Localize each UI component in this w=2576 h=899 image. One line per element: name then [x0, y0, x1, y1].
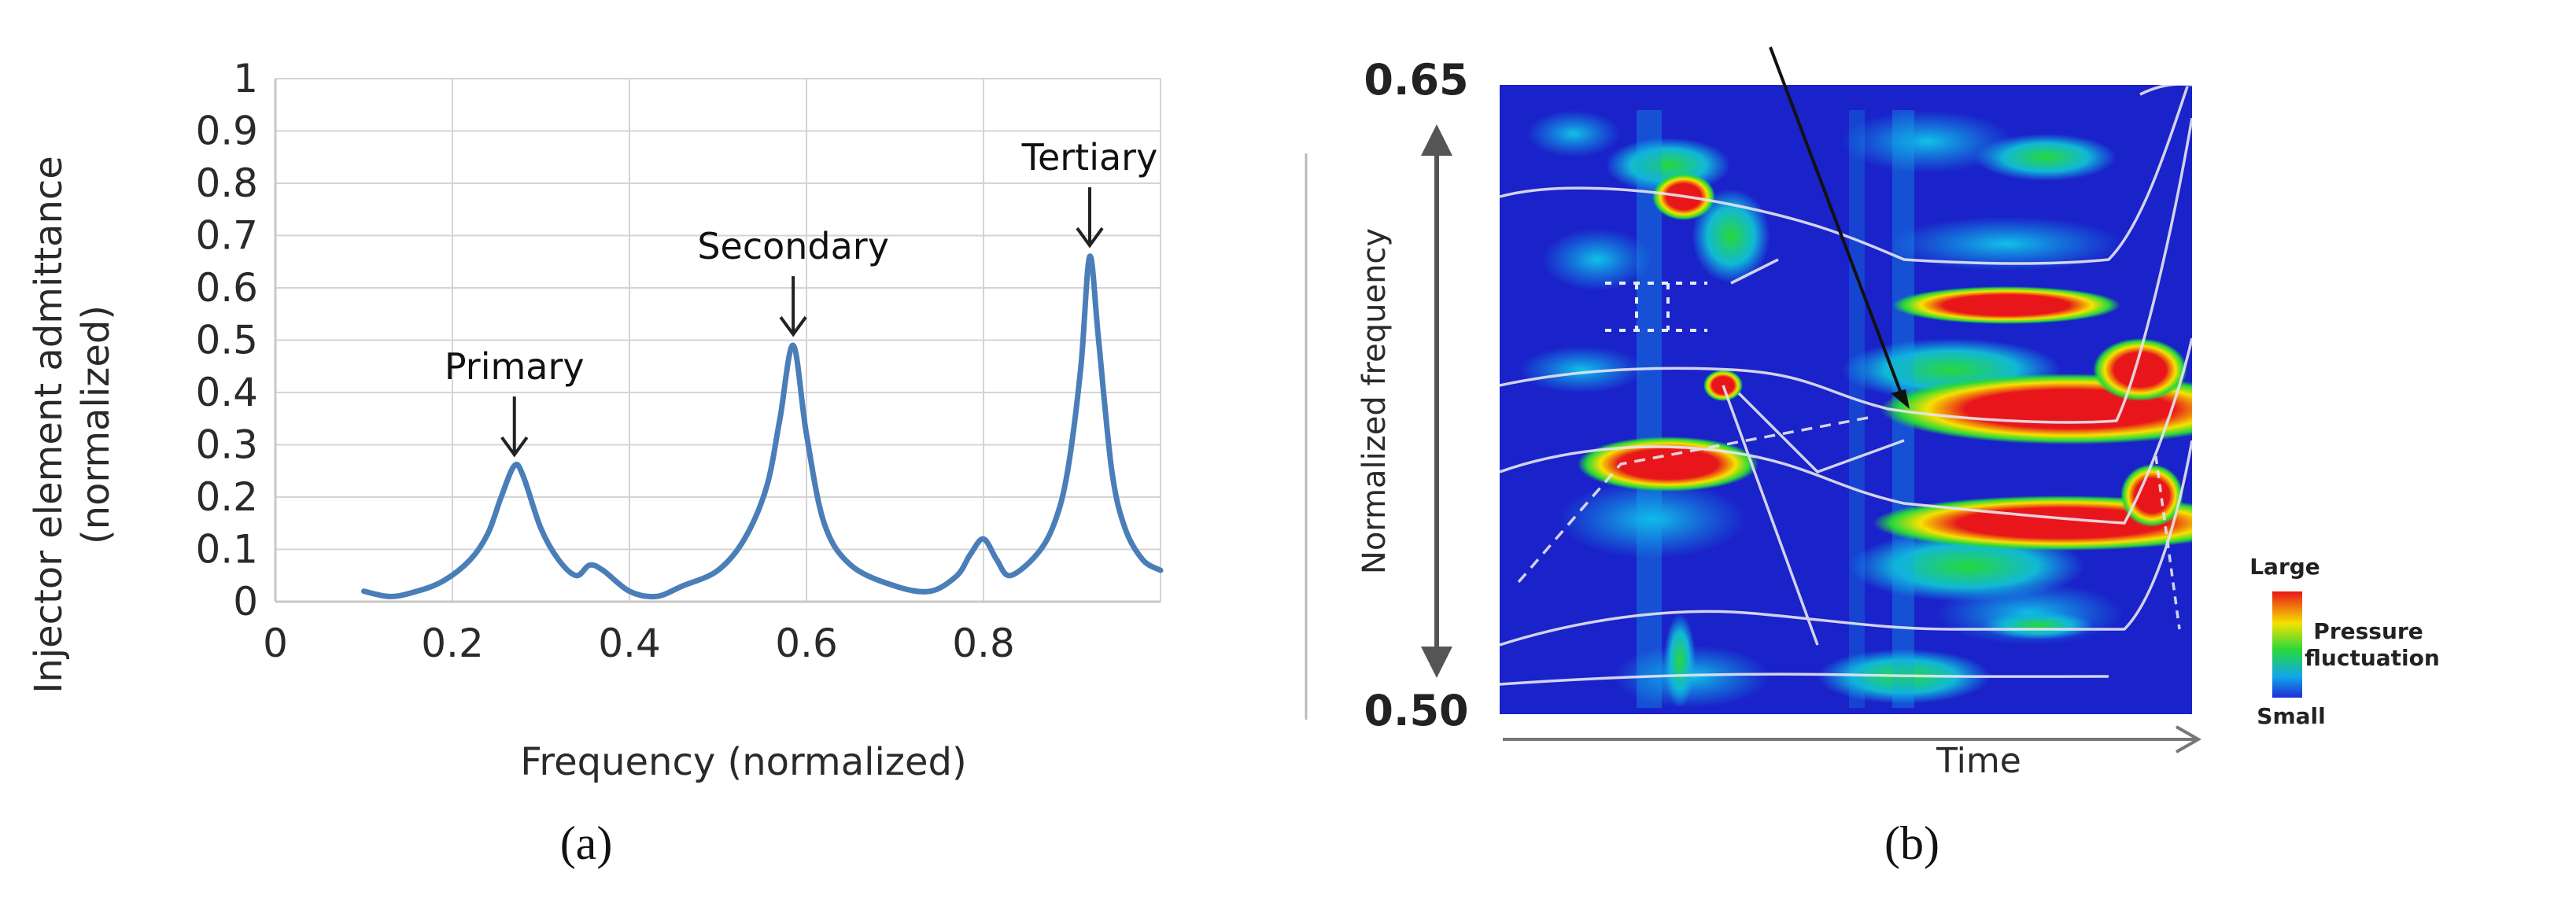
chart-a-y-tick-label: 0 — [233, 579, 258, 625]
chart-a-data-point — [1035, 553, 1038, 556]
color-legend: Large Small Pressure fluctuation — [2249, 554, 2440, 729]
chart-a-y-tick-labels: 0 0.1 0.2 0.3 0.4 0.5 0.6 0.7 0.8 0.9 1 — [195, 56, 258, 625]
y-tick-top: 0.65 — [1364, 55, 1468, 105]
chart-a-data-point — [1124, 527, 1127, 530]
chart-a-y-tick-label: 1 — [233, 56, 258, 101]
chart-a-data-point — [805, 433, 808, 436]
chart-a-data-point — [792, 344, 795, 347]
y-tick-bottom: 0.50 — [1364, 686, 1468, 735]
chart-a-y-tick-label: 0.8 — [195, 160, 258, 206]
chart-a-y-axis-title-line2: (normalized) — [74, 305, 118, 544]
chart-a-y-tick-label: 0.9 — [195, 109, 258, 154]
chart-a-data-points — [363, 255, 1162, 598]
chart-a-data-point — [601, 569, 604, 572]
chart-a-data-point — [588, 563, 591, 566]
legend-title-line2: fluctuation — [2305, 645, 2440, 671]
chart-a-data-point — [849, 563, 852, 566]
chart-a-data-point — [486, 532, 489, 536]
chart-a-data-point — [823, 521, 825, 525]
chart-a-line-plot: 0 0.1 0.2 0.3 0.4 0.5 0.6 0.7 0.8 0.9 1 0 0.2 0.4 0.6… — [27, 56, 1164, 869]
chart-b-x-axis-title: Time — [1936, 741, 2021, 781]
chart-a-y-tick-label: 0.4 — [195, 370, 258, 415]
chart-a-y-axis-title-line1: Injector element admittance — [27, 156, 71, 694]
chart-a-data-point — [929, 590, 932, 593]
chart-a-data-point — [1053, 521, 1056, 525]
chart-a-data-point — [500, 496, 503, 499]
chart-a-x-axis-title: Frequency (normalized) — [520, 740, 966, 784]
heatmap-texture — [1500, 85, 2192, 708]
chart-a-annotation-arrowhead — [779, 315, 807, 337]
chart-a-data-point — [442, 579, 445, 582]
chart-a-data-point — [655, 595, 658, 598]
chart-a-data-point — [363, 590, 365, 593]
chart-a-data-point — [778, 417, 781, 420]
chart-a-annotation-arrowhead — [500, 436, 529, 458]
chart-a-data-point — [415, 590, 419, 593]
chart-a-x-tick-label: 0.6 — [775, 621, 838, 666]
chart-b-heatmap: 0.65 0.50 Normalized frequency Time Larg… — [1305, 46, 2440, 869]
chart-a-y-tick-label: 0.5 — [195, 318, 258, 363]
chart-a-x-tick-label: 0.4 — [598, 621, 661, 666]
chart-a-y-tick-label: 0.2 — [195, 474, 258, 520]
chart-a-data-point — [982, 537, 985, 540]
chart-a-data-point — [1009, 574, 1012, 577]
legend-low-label: Small — [2257, 703, 2325, 729]
chart-a-data-point — [1142, 558, 1144, 562]
chart-a-x-tick-label: 0 — [263, 621, 288, 666]
legend-title-line1: Pressure — [2313, 618, 2423, 644]
chart-a-x-tick-labels: 0 0.2 0.4 0.6 0.8 — [263, 621, 1015, 666]
chart-a-series-line — [361, 253, 1164, 600]
chart-a-data-point — [743, 537, 746, 540]
chart-a-data-point — [969, 553, 972, 556]
chart-a-data-point — [540, 527, 542, 530]
chart-a-data-point — [681, 584, 684, 588]
chart-a-data-point — [575, 574, 578, 577]
chart-a-y-tick-label: 0.3 — [195, 422, 258, 468]
chart-a-axes — [274, 79, 1161, 603]
time-axis-arrow — [1503, 725, 2202, 753]
chart-a-data-point — [894, 584, 896, 588]
legend-color-bar — [2272, 591, 2302, 698]
chart-a-y-tick-label: 0.7 — [195, 213, 258, 259]
chart-a-data-point — [1159, 569, 1162, 572]
chart-a-annotation-arrowhead — [1076, 227, 1104, 249]
chart-a-data-point — [955, 574, 958, 577]
chart-a-data-point — [1110, 470, 1113, 473]
chart-a-data-point — [628, 590, 631, 593]
chart-a-annotations: Primary Secondary Tertiary — [445, 136, 1158, 458]
heatmap-pointer-arrow — [1769, 46, 1910, 409]
chart-a-annotation-label: Tertiary — [1021, 136, 1158, 179]
chart-a-data-point — [513, 464, 516, 467]
chart-a-data-point — [765, 485, 768, 488]
chart-a-data-point — [469, 558, 471, 562]
chart-a-y-tick-label: 0.6 — [195, 265, 258, 311]
chart-a-data-point — [1079, 365, 1083, 368]
chart-b-y-axis-title: Normalized frequency — [1356, 228, 1393, 574]
chart-a-data-point — [557, 558, 560, 562]
chart-a-data-point — [389, 595, 392, 598]
caption-a: (a) — [560, 817, 613, 869]
chart-a-annotation-label: Primary — [445, 345, 585, 388]
chart-a-data-point — [1088, 255, 1091, 258]
y-axis-double-arrow — [1421, 124, 1452, 678]
chart-a-data-point — [1066, 470, 1069, 473]
chart-a-x-tick-label: 0.2 — [421, 621, 484, 666]
chart-a-y-tick-label: 0.1 — [195, 527, 258, 573]
chart-a-data-point — [1097, 339, 1100, 341]
legend-high-label: Large — [2249, 554, 2320, 580]
chart-a-data-point — [522, 474, 525, 477]
chart-a-data-point — [995, 558, 998, 562]
chart-a-data-point — [717, 569, 719, 572]
chart-a-annotation-label: Secondary — [697, 225, 889, 267]
caption-b: (b) — [1884, 817, 1939, 869]
chart-a-x-tick-label: 0.8 — [952, 621, 1015, 666]
chart-a-y-axis-title: Injector element admittance (normalized) — [27, 156, 118, 694]
